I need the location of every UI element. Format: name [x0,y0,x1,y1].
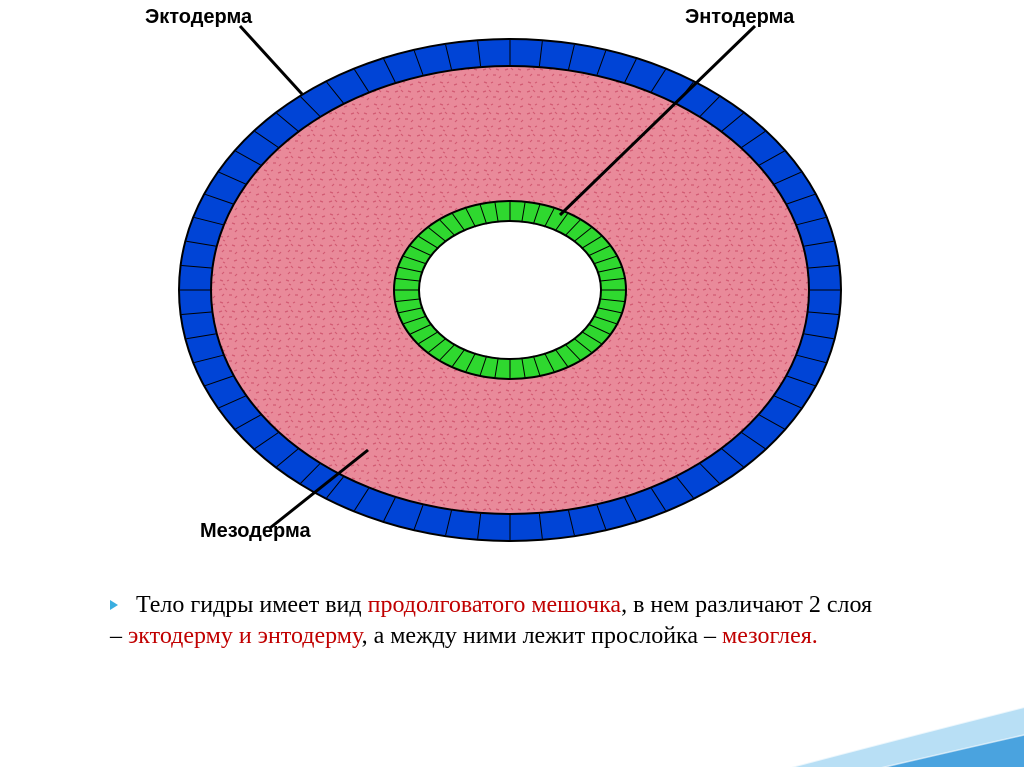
diagram-svg [85,0,935,560]
germ-layers-diagram: Эктодерма Энтодерма Мезодерма [85,0,935,560]
caption-content: Тело гидры имеет вид продолговатого мешо… [110,592,872,649]
label-endoderm: Энтодерма [685,6,794,29]
label-ectoderm: Эктодерма [145,6,252,29]
label-mesoderm: Мезодерма [200,520,311,543]
cavity [420,222,600,358]
caption-text: Тело гидры имеет вид продолговатого мешо… [110,590,890,652]
bullet-icon [110,600,118,610]
slide: Эктодерма Энтодерма Мезодерма Тело гидры… [0,0,1024,767]
leader-ectoderm [240,26,302,94]
